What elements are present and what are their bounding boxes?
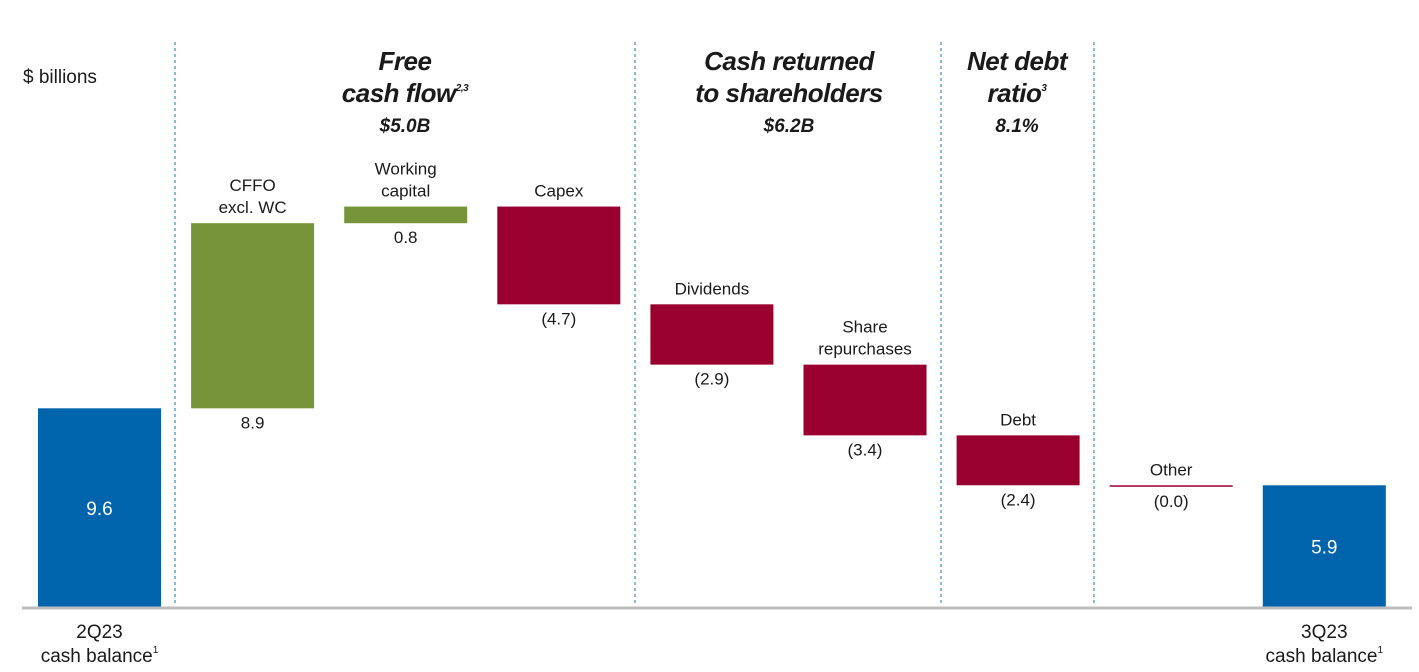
bar-debt xyxy=(956,435,1080,486)
category-label: 3Q23 xyxy=(1301,622,1347,643)
waterfall-bars xyxy=(38,206,1386,608)
section-subtitle: $6.2B xyxy=(763,116,815,137)
section-title: Cash returned xyxy=(704,46,875,76)
section-title-footnote: 3 xyxy=(1041,83,1047,94)
step-label: CFFO xyxy=(229,176,275,195)
value-label: (2.4) xyxy=(1001,490,1036,509)
bar-dividends xyxy=(650,304,774,365)
section-title: to shareholders xyxy=(695,78,883,108)
bar-capex xyxy=(497,206,621,305)
category-footnote: 1 xyxy=(153,645,159,656)
value-label: 5.9 xyxy=(1311,538,1337,559)
bar-working-capital xyxy=(344,206,468,224)
step-label: Dividends xyxy=(675,279,750,298)
category-footnote: 1 xyxy=(1378,645,1384,656)
step-label: Capex xyxy=(534,182,584,201)
value-label: (0.0) xyxy=(1154,492,1189,511)
section-title: cash flow2,3 xyxy=(342,78,469,108)
bar-other xyxy=(1109,485,1233,487)
step-label: capital xyxy=(381,182,430,201)
section-subtitle: 8.1% xyxy=(995,116,1038,137)
value-label: 9.6 xyxy=(86,499,112,520)
value-label: (4.7) xyxy=(541,309,576,328)
section-dividers xyxy=(174,42,1095,606)
step-label: Share xyxy=(842,318,887,337)
section-subtitle: $5.0B xyxy=(379,116,431,137)
section-title: Net debt xyxy=(967,46,1069,76)
bar-share-repurchases xyxy=(803,364,927,436)
unit-label: $ billions xyxy=(23,67,97,88)
section-title: ratio3 xyxy=(988,78,1048,108)
bar-cffo-excl-wc xyxy=(191,223,315,409)
value-label: 8.9 xyxy=(241,413,265,432)
value-label: (2.9) xyxy=(694,370,729,389)
section-title-footnote: 2,3 xyxy=(455,83,469,94)
step-label: Debt xyxy=(1000,410,1036,429)
value-label: 0.8 xyxy=(394,228,418,247)
step-label: excl. WC xyxy=(219,198,287,217)
step-label: Working xyxy=(375,160,437,179)
bar-2q23-cash-balance xyxy=(38,408,161,608)
step-label: repurchases xyxy=(818,340,912,359)
category-label: cash balance1 xyxy=(41,645,159,667)
category-label: 2Q23 xyxy=(76,622,122,643)
value-label: (3.4) xyxy=(848,440,883,459)
category-label: cash balance1 xyxy=(1266,645,1384,667)
section-title: Free xyxy=(379,46,432,76)
bar-3q23-cash-balance xyxy=(1262,485,1386,608)
step-label: Other xyxy=(1150,460,1193,479)
